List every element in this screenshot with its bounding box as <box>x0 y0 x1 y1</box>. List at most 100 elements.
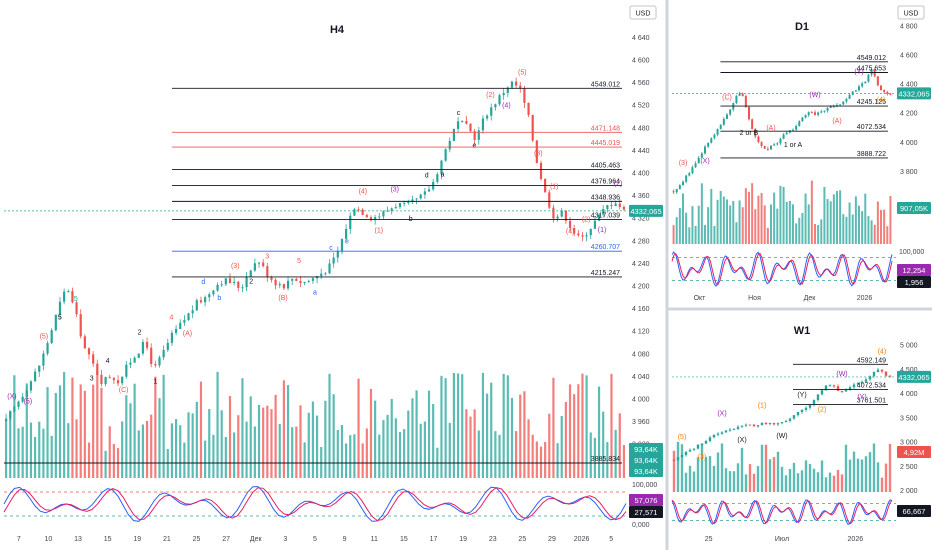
volume-bar <box>848 459 852 492</box>
candle-body <box>707 142 710 147</box>
x-tick-label: Дек <box>804 295 817 302</box>
candle-body <box>295 278 298 282</box>
candle-body <box>888 375 892 377</box>
y-tick-label: 4 520 <box>632 103 650 110</box>
volume-bar <box>539 446 543 478</box>
volume-bar <box>490 382 493 478</box>
candle-body <box>54 314 57 331</box>
x-tick-label: 29 <box>548 536 556 543</box>
volume-bar <box>585 375 588 478</box>
volume-bar <box>880 477 884 492</box>
volume-bar <box>732 471 736 492</box>
y-tick-label: 4 640 <box>632 35 650 42</box>
wave-label: (1) <box>758 403 767 410</box>
candle-body <box>816 394 820 401</box>
volume-bar <box>864 193 867 244</box>
volume-bar <box>461 374 464 478</box>
volume-bar <box>216 371 219 478</box>
volume-bar <box>842 214 845 244</box>
candle-body <box>741 93 744 97</box>
wave-label: (5) <box>678 434 687 441</box>
x-tick-label: Дек <box>250 536 263 543</box>
volume-bar <box>282 380 285 478</box>
volume-bar <box>502 373 505 478</box>
currency-box-w1 <box>897 5 925 20</box>
candle-body <box>382 211 385 217</box>
volume-bar <box>71 377 74 478</box>
candle-body <box>807 112 810 116</box>
candle-body <box>867 74 870 82</box>
candle-body <box>398 203 402 208</box>
volume-bar <box>324 400 327 478</box>
candle-body <box>274 279 277 286</box>
volume-bar <box>577 384 580 478</box>
volume-bar <box>712 465 716 492</box>
level-label: 4260.707 <box>591 244 620 251</box>
x-tick-label: 21 <box>163 536 171 543</box>
volume-bar <box>87 442 91 478</box>
wave-label: 5 <box>58 315 62 322</box>
volume-bar <box>780 466 784 492</box>
volume-bar <box>851 214 854 244</box>
candle-body <box>411 199 414 203</box>
volume-bar <box>456 373 460 478</box>
volume-bar <box>697 205 700 244</box>
volume-bar <box>748 191 750 244</box>
wave-label: d <box>425 173 429 180</box>
volume-bar <box>29 422 33 478</box>
x-tick-label: 25 <box>518 536 526 543</box>
candle-body <box>800 409 804 413</box>
y-tick-label: 4 200 <box>632 284 650 291</box>
candle-body <box>704 146 706 154</box>
volume-bar <box>174 419 178 478</box>
candle-body <box>158 357 161 366</box>
volume-bar <box>804 193 807 244</box>
stoch-d-line <box>671 499 893 525</box>
wave-label: e <box>473 143 477 150</box>
volume-bar <box>760 192 763 244</box>
panel-title-w1: W1 <box>794 325 811 337</box>
x-tick-label: 3 <box>283 536 287 543</box>
volume-bar <box>208 409 211 478</box>
candle-body <box>688 173 691 176</box>
volume-bar <box>199 381 203 478</box>
wave-label: (3) <box>679 160 688 167</box>
wave-label: (X) <box>737 437 746 444</box>
wave-label: e <box>345 238 349 245</box>
candle-body <box>602 209 605 215</box>
volume-bar <box>79 384 82 478</box>
volume-bar <box>832 475 836 492</box>
wave-label: (A) <box>183 331 192 338</box>
volume-bar <box>183 442 186 478</box>
y-tick-label: 5 000 <box>900 343 918 350</box>
w1-stoch-k-label: 66,667 <box>903 507 926 516</box>
candle-body <box>870 69 873 75</box>
candle-body <box>858 86 860 91</box>
candle-body <box>856 383 860 385</box>
candle-body <box>697 157 700 164</box>
candle-body <box>876 76 879 86</box>
volume-bar <box>527 419 530 478</box>
candle-body <box>577 233 580 236</box>
volume-bar <box>220 410 223 478</box>
candle-body <box>593 220 596 229</box>
y-tick-label: 4 560 <box>632 80 650 87</box>
candle-body <box>864 81 867 84</box>
wave-label: 2 <box>138 330 142 337</box>
x-tick-label: 9 <box>343 536 347 543</box>
candle-body <box>477 130 480 140</box>
candle-body <box>390 208 393 211</box>
volume-bar <box>860 459 864 492</box>
candle-body <box>116 380 120 384</box>
volume-bar <box>858 205 860 244</box>
volume-bar <box>100 387 103 478</box>
candle-body <box>403 202 406 204</box>
candle-body <box>444 149 447 161</box>
volume-bar <box>773 192 776 244</box>
volume-bar <box>720 443 724 492</box>
volume-bar <box>233 432 236 478</box>
volume-bar <box>694 225 697 244</box>
current-price-badge: 4332,065 <box>898 373 929 382</box>
candle-body <box>792 129 794 131</box>
